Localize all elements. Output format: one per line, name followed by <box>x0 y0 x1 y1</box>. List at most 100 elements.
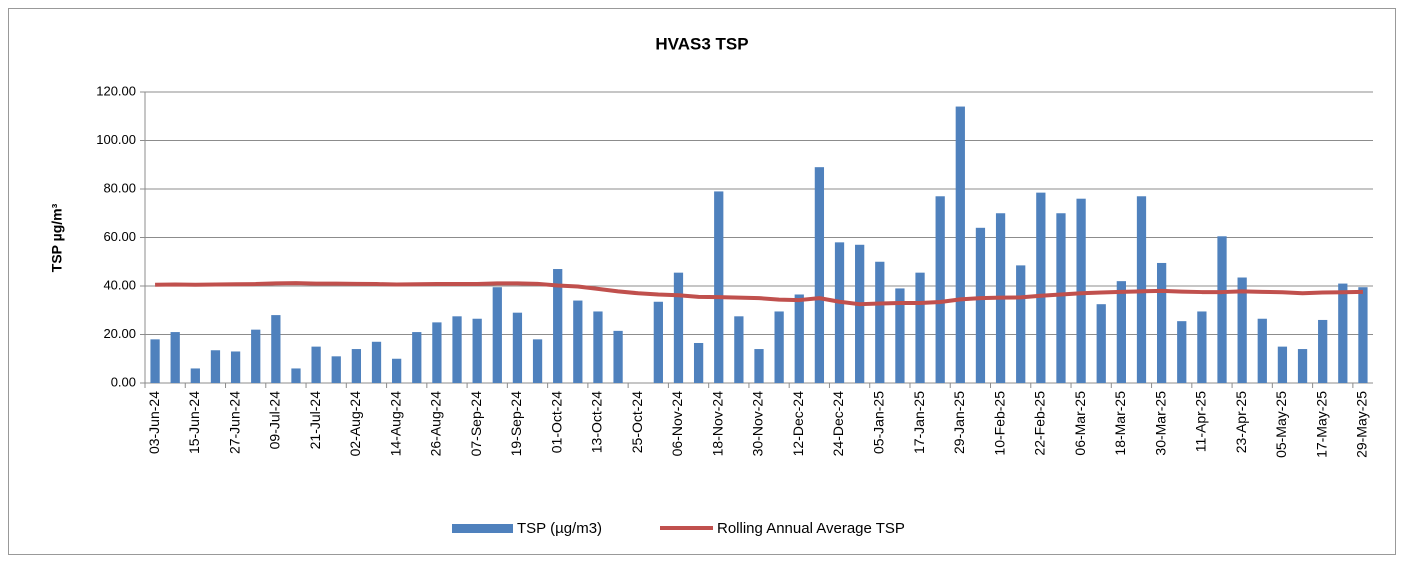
bar <box>512 312 523 383</box>
bar <box>230 351 241 383</box>
x-tick-label: 03-Jun-24 <box>146 391 162 454</box>
bar <box>673 272 684 383</box>
x-tick-label: 06-Mar-25 <box>1072 391 1088 456</box>
x-tick-label: 10-Feb-25 <box>991 391 1007 456</box>
bar <box>593 311 603 383</box>
bar <box>955 106 965 384</box>
bar <box>432 322 442 383</box>
bar <box>613 330 623 383</box>
bar <box>935 196 945 383</box>
bar <box>331 356 341 383</box>
bar <box>392 358 402 383</box>
x-tick-label: 06-Nov-24 <box>669 391 685 457</box>
bar <box>492 287 502 383</box>
chart-border <box>8 8 1396 555</box>
chart-title: HVAS3 TSP <box>655 34 748 53</box>
bar <box>452 316 462 383</box>
x-tick-label: 17-Jan-25 <box>911 391 927 454</box>
legend-label: Rolling Annual Average TSP <box>717 520 905 537</box>
y-tick-label: 60.00 <box>103 229 136 244</box>
bar <box>472 318 482 383</box>
x-tick-label: 01-Oct-24 <box>548 391 564 453</box>
bar <box>714 191 724 383</box>
bar <box>774 311 784 383</box>
bar <box>190 368 200 383</box>
x-tick-label: 30-Nov-24 <box>750 391 766 457</box>
bar <box>150 339 160 383</box>
bar <box>271 315 281 383</box>
x-tick-label: 15-Jun-24 <box>186 391 202 454</box>
x-tick-label: 11-Apr-25 <box>1193 391 1209 452</box>
x-tick-label: 19-Sep-24 <box>508 391 524 457</box>
bar <box>794 294 804 383</box>
bar <box>573 300 583 383</box>
bar <box>1237 277 1247 383</box>
y-tick-label: 100.00 <box>96 132 136 147</box>
bar <box>875 261 885 383</box>
x-tick-label: 25-Oct-24 <box>629 391 645 453</box>
bar <box>734 316 744 383</box>
bar <box>1197 311 1207 383</box>
bar <box>1036 192 1046 383</box>
bar <box>532 339 543 383</box>
bar <box>1217 236 1227 383</box>
bar <box>834 242 845 383</box>
x-tick-label: 05-Jan-25 <box>870 391 886 454</box>
bar <box>1318 319 1328 383</box>
x-tick-label: 30-Mar-25 <box>1152 391 1168 456</box>
x-tick-label: 23-Apr-25 <box>1233 391 1249 453</box>
y-tick-label: 40.00 <box>103 277 136 292</box>
bar <box>1116 281 1126 383</box>
x-tick-label: 05-May-25 <box>1273 391 1289 458</box>
x-tick-label: 29-Jan-25 <box>951 391 967 454</box>
x-tick-label: 13-Oct-24 <box>589 391 605 453</box>
bar <box>412 332 422 383</box>
x-tick-label: 09-Jul-24 <box>267 391 283 450</box>
bar <box>210 350 221 383</box>
y-tick-label: 0.00 <box>111 374 136 389</box>
bar <box>291 368 301 383</box>
x-tick-label: 29-May-25 <box>1354 391 1370 458</box>
y-tick-label: 20.00 <box>103 326 136 341</box>
x-tick-label: 14-Aug-24 <box>387 391 403 457</box>
y-tick-label: 120.00 <box>96 83 136 98</box>
bar <box>1297 349 1308 383</box>
bar <box>1257 318 1267 383</box>
bar <box>1358 287 1368 383</box>
bar <box>1016 265 1026 383</box>
bar <box>170 332 180 383</box>
x-tick-label: 07-Sep-24 <box>468 391 484 457</box>
x-tick-label: 12-Dec-24 <box>790 391 806 457</box>
x-tick-label: 22-Feb-25 <box>1032 391 1048 456</box>
bar <box>653 301 663 383</box>
bar <box>915 272 925 383</box>
bar <box>371 341 382 383</box>
x-tick-label: 18-Nov-24 <box>709 391 725 457</box>
legend-swatch <box>452 524 513 533</box>
x-tick-label: 02-Aug-24 <box>347 391 363 457</box>
bar <box>1056 213 1066 383</box>
bar <box>311 346 321 383</box>
line <box>155 281 1363 307</box>
x-tick-label: 27-Jun-24 <box>226 391 242 454</box>
bar <box>754 349 764 383</box>
bar <box>1076 198 1086 383</box>
bar <box>855 244 865 383</box>
x-tick-label: 17-May-25 <box>1313 391 1329 458</box>
x-tick-label: 18-Mar-25 <box>1112 391 1128 456</box>
bar <box>814 167 825 383</box>
bar <box>251 329 261 383</box>
y-axis-title: TSP µg/m³ <box>49 203 65 272</box>
bar <box>693 342 704 383</box>
bar <box>1277 346 1288 383</box>
bar <box>895 288 905 383</box>
bar <box>553 269 563 383</box>
y-tick-label: 80.00 <box>103 180 136 195</box>
x-tick-label: 21-Jul-24 <box>307 391 323 450</box>
bar <box>1096 304 1106 383</box>
bar <box>351 349 362 383</box>
bar <box>1156 262 1167 383</box>
legend-label: TSP (µg/m3) <box>517 520 602 537</box>
x-tick-label: 26-Aug-24 <box>428 391 444 457</box>
